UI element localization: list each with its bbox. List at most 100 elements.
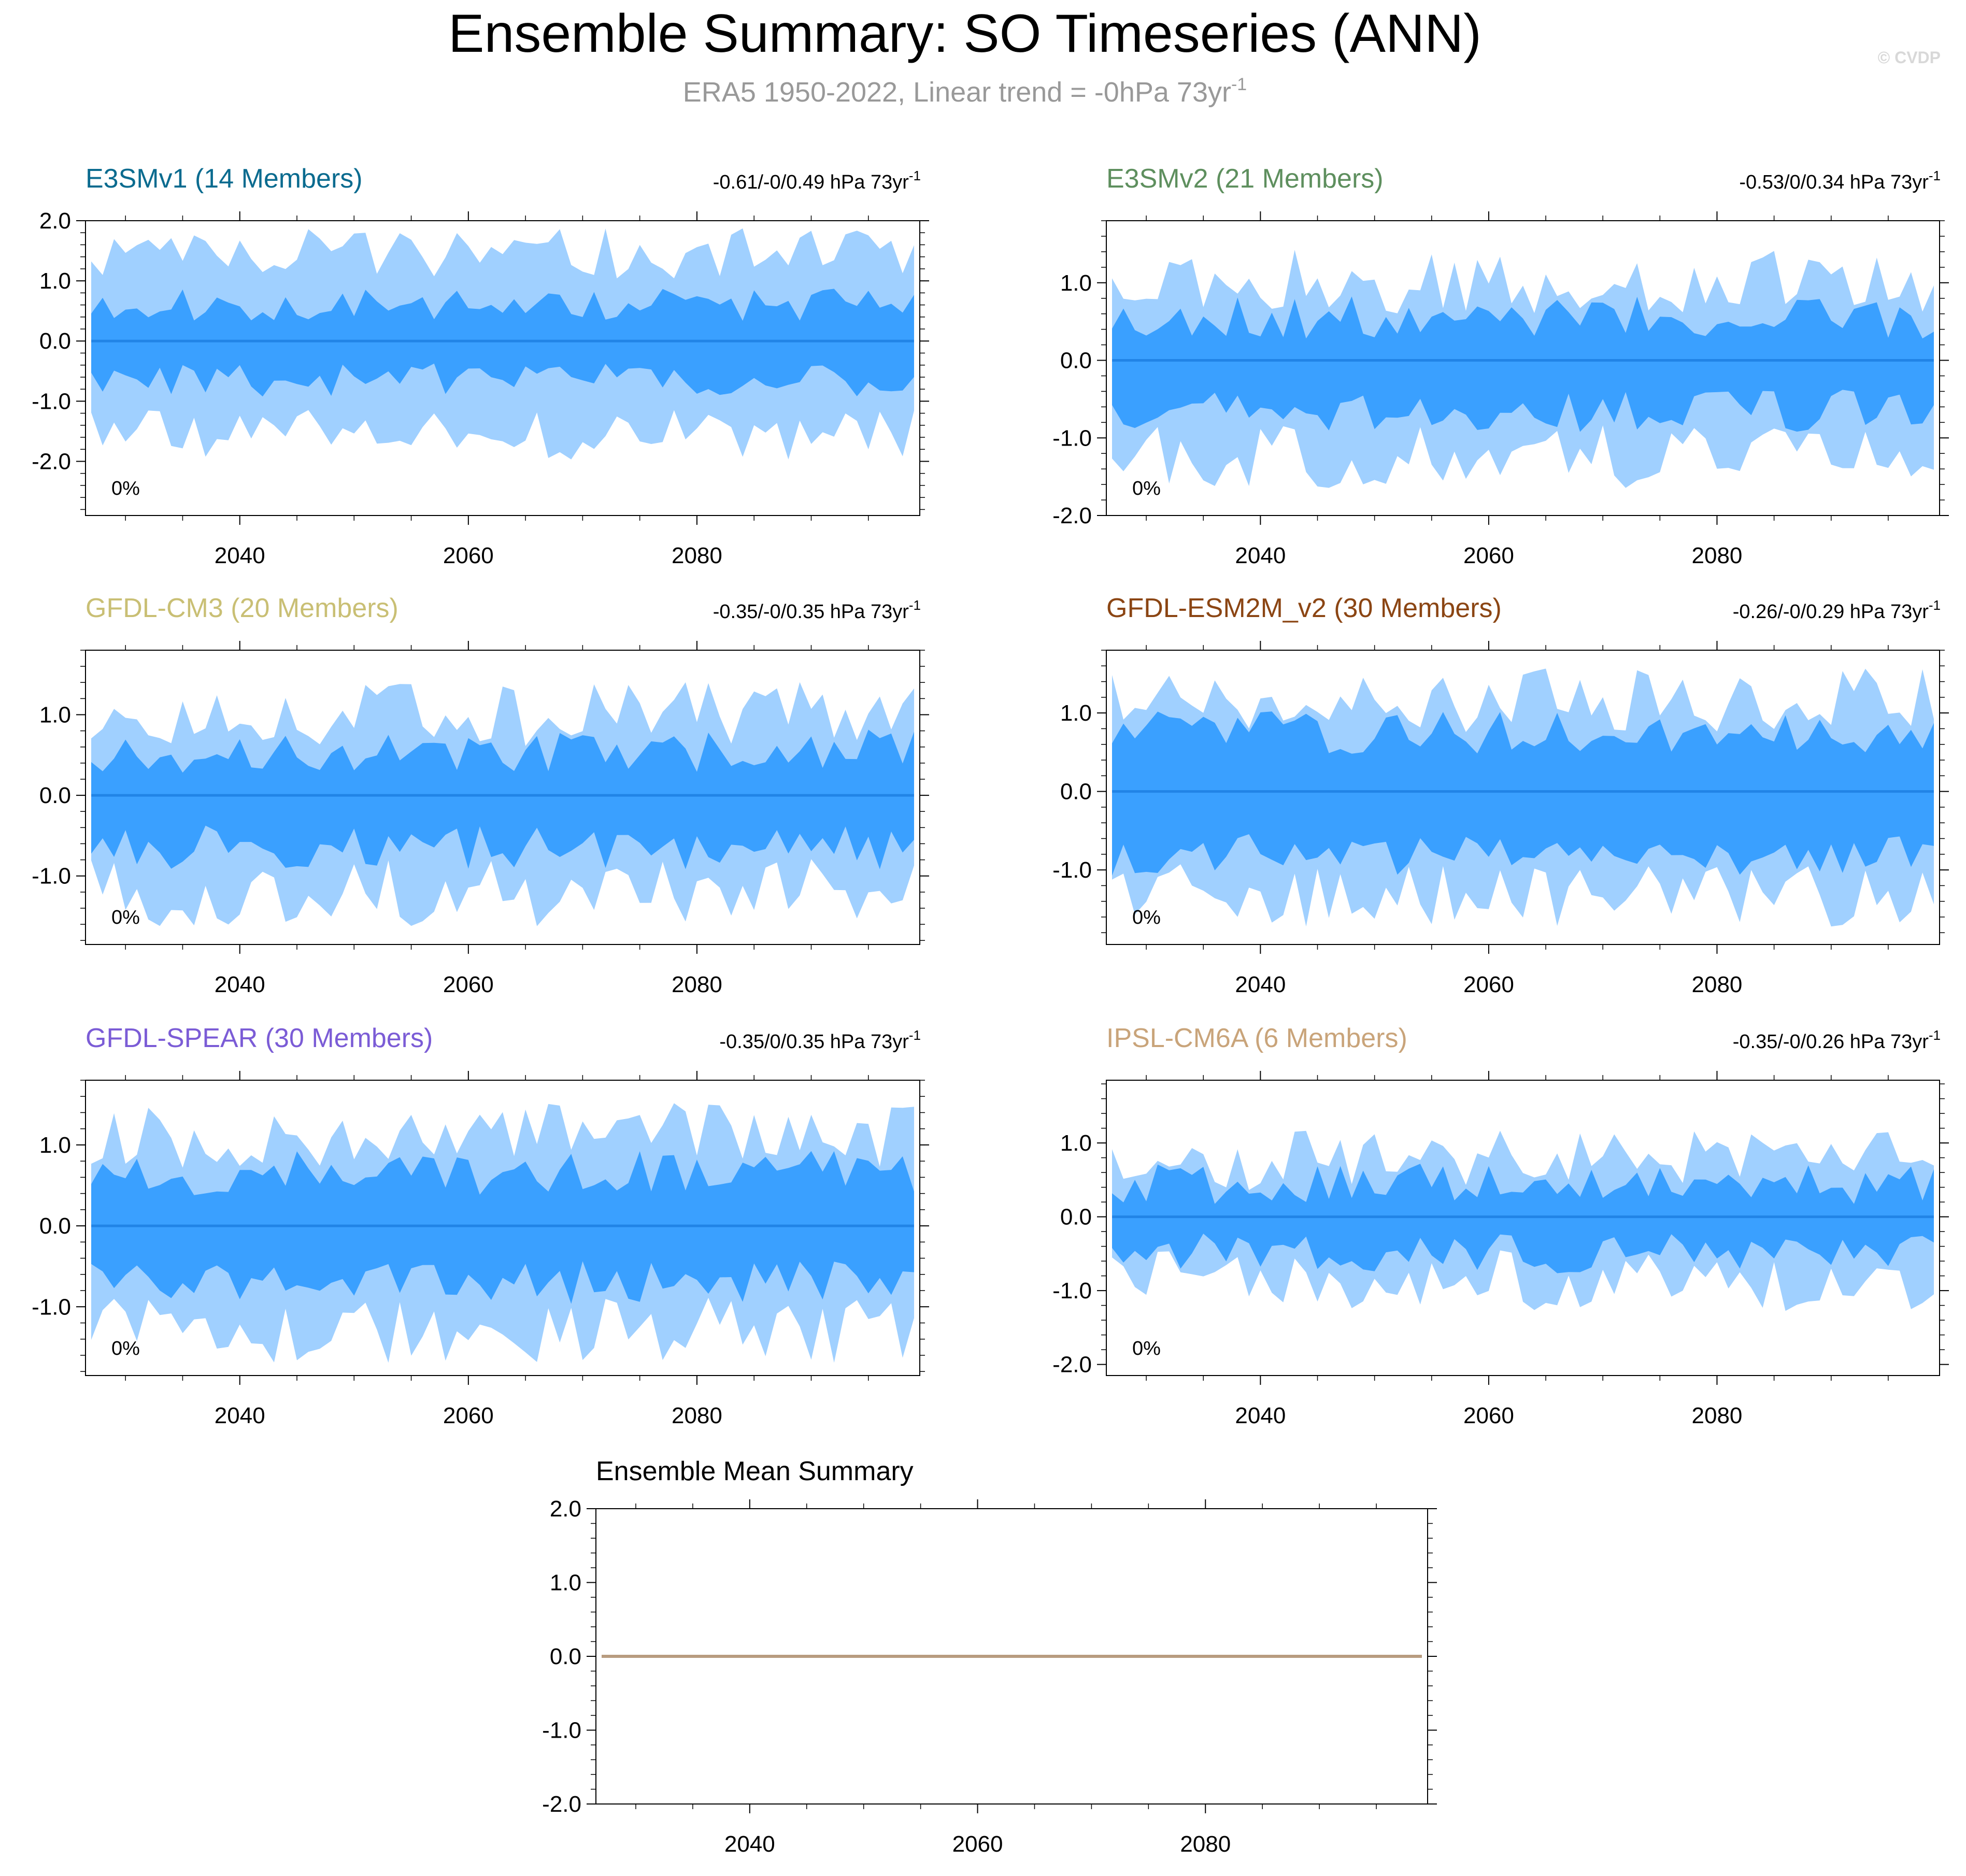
x-tick-label: 2040 xyxy=(215,972,265,997)
percent-label: 0% xyxy=(1132,1338,1161,1359)
panel-1: 2.0 1.0 0.0 -1.0 -2.0 2040 2060 2080 E3SMv1 (14 … xyxy=(32,164,929,568)
y-tick-label: 0.0 xyxy=(39,1213,71,1239)
x-tick-label: 2080 xyxy=(1180,1831,1231,1857)
trend-range-text: -0.53/0/0.34 hPa 73yr xyxy=(1739,171,1929,193)
inner-spread-band xyxy=(91,289,914,397)
trend-range-superscript: -1 xyxy=(909,168,921,183)
y-tick-label: 0.0 xyxy=(550,1644,581,1669)
trend-range-superscript: -1 xyxy=(1929,597,1941,613)
y-tick-label: 1.0 xyxy=(39,268,71,294)
trend-range-label: -0.35/0/0.35 hPa 73yr-1 xyxy=(719,1027,921,1053)
y-tick-label: 1.0 xyxy=(39,702,71,727)
percent-label: 0% xyxy=(1132,478,1161,499)
x-tick-label: 2060 xyxy=(1463,1403,1514,1428)
plot-frame xyxy=(85,220,920,516)
x-tick-label: 2040 xyxy=(1235,1403,1286,1428)
trend-range-superscript: -1 xyxy=(1929,168,1941,183)
x-tick-label: 2040 xyxy=(1235,543,1286,568)
x-tick-label: 2060 xyxy=(1463,972,1514,997)
y-tick-label: -1.0 xyxy=(1052,425,1092,451)
y-tick-label: 1.0 xyxy=(39,1133,71,1158)
trend-range-text: -0.35/-0/0.26 hPa 73yr xyxy=(1733,1031,1929,1053)
x-tick-label: 2060 xyxy=(952,1831,1003,1857)
x-tick-label: 2080 xyxy=(672,1403,722,1428)
panels: 2.0 1.0 0.0 -1.0 -2.0 2040 2060 2080 E3SMv1 (14 … xyxy=(32,164,1949,1857)
trend-range-text: -0.35/0/0.35 hPa 73yr xyxy=(719,1031,909,1053)
x-tick-label: 2040 xyxy=(215,1403,265,1428)
trend-range-superscript: -1 xyxy=(909,597,921,613)
trend-range-superscript: -1 xyxy=(909,1027,921,1043)
y-tick-label: 1.0 xyxy=(550,1570,581,1596)
y-tick-label: -1.0 xyxy=(32,389,71,414)
figure-title: Ensemble Summary: SO Timeseries (ANN) xyxy=(448,4,1481,64)
inner-spread-band xyxy=(91,729,914,869)
percent-label: 0% xyxy=(1132,907,1161,928)
subtitle-text: ERA5 1950-2022, Linear trend = -0hPa 73y… xyxy=(683,77,1231,108)
y-tick-label: 0.0 xyxy=(39,328,71,354)
subtitle-superscript: -1 xyxy=(1231,75,1247,94)
panel-title: E3SMv2 (21 Members) xyxy=(1106,164,1384,194)
trend-range-label: -0.35/-0/0.26 hPa 73yr-1 xyxy=(1733,1027,1941,1053)
panel-7: 2.0 1.0 0.0 -1.0 -2.0 2040 2060 2080 Ensemble Me… xyxy=(542,1456,1437,1857)
y-tick-label: -2.0 xyxy=(542,1792,581,1817)
plot-frame xyxy=(1106,220,1940,516)
y-tick-label: 0.0 xyxy=(1060,1205,1092,1230)
y-tick-label: -1.0 xyxy=(32,864,71,889)
y-tick-label: -1.0 xyxy=(542,1718,581,1743)
y-tick-label: 0.0 xyxy=(39,783,71,808)
trend-range-text: -0.26/-0/0.29 hPa 73yr xyxy=(1733,601,1929,623)
panel-title: GFDL-ESM2M_v2 (30 Members) xyxy=(1106,593,1502,623)
y-tick-label: -2.0 xyxy=(32,449,71,474)
percent-label: 0% xyxy=(111,1338,140,1359)
trend-range-label: -0.26/-0/0.29 hPa 73yr-1 xyxy=(1733,597,1941,623)
percent-label: 0% xyxy=(111,907,140,928)
x-tick-label: 2060 xyxy=(443,972,494,997)
y-tick-label: -2.0 xyxy=(1052,503,1092,528)
y-tick-label: -1.0 xyxy=(1052,857,1092,883)
y-tick-label: -1.0 xyxy=(32,1294,71,1320)
x-tick-label: 2080 xyxy=(672,543,722,568)
x-tick-label: 2040 xyxy=(1235,972,1286,997)
trend-range-label: -0.35/-0/0.35 hPa 73yr-1 xyxy=(713,597,921,623)
y-tick-label: 0.0 xyxy=(1060,779,1092,805)
panel-4: 1.0 0.0 -1.0 2040 2060 2080 GFDL-ESM2M_v2 (30 … xyxy=(1052,593,1949,997)
cvdp-credit: © CVDP xyxy=(1878,48,1941,67)
plot-frame xyxy=(1106,650,1940,945)
y-tick-label: 0.0 xyxy=(1060,348,1092,374)
panel-title: IPSL-CM6A (6 Members) xyxy=(1106,1023,1407,1053)
plot-frame xyxy=(85,1080,920,1376)
inner-spread-band xyxy=(1112,711,1934,876)
y-tick-label: 1.0 xyxy=(1060,700,1092,726)
trend-range-label: -0.53/0/0.34 hPa 73yr-1 xyxy=(1739,168,1941,193)
x-tick-label: 2040 xyxy=(724,1831,775,1857)
y-tick-label: 1.0 xyxy=(1060,270,1092,296)
panel-5: 1.0 0.0 -1.0 2040 2060 2080 GFDL-SPEAR (30 Mem… xyxy=(32,1023,929,1428)
plot-frame xyxy=(1106,1080,1940,1376)
x-tick-label: 2080 xyxy=(1692,543,1743,568)
x-tick-label: 2060 xyxy=(443,1403,494,1428)
trend-range-text: -0.35/-0/0.35 hPa 73yr xyxy=(713,601,909,623)
trend-range-label: -0.61/-0/0.49 hPa 73yr-1 xyxy=(713,168,921,193)
panel-3: 1.0 0.0 -1.0 2040 2060 2080 GFDL-CM3 (20 Membe… xyxy=(32,593,929,997)
inner-spread-band xyxy=(91,1151,914,1304)
y-tick-label: -1.0 xyxy=(1052,1278,1092,1304)
x-tick-label: 2060 xyxy=(443,543,494,568)
panel-title: E3SMv1 (14 Members) xyxy=(86,164,363,194)
trend-range-text: -0.61/-0/0.49 hPa 73yr xyxy=(713,171,909,193)
y-tick-label: -2.0 xyxy=(1052,1352,1092,1378)
ensemble-mean-title: Ensemble Mean Summary xyxy=(596,1456,914,1486)
x-tick-label: 2080 xyxy=(1692,972,1743,997)
x-tick-label: 2080 xyxy=(1692,1403,1743,1428)
panel-6: 1.0 0.0 -1.0 -2.0 2040 2060 2080 IPSL-CM6A (6 M… xyxy=(1052,1023,1949,1428)
y-tick-label: 2.0 xyxy=(39,208,71,234)
x-tick-label: 2040 xyxy=(215,543,265,568)
panel-2: 1.0 0.0 -1.0 -2.0 2040 2060 2080 E3SMv2 (21 Mem… xyxy=(1052,164,1949,568)
trend-range-superscript: -1 xyxy=(1929,1027,1941,1043)
y-tick-label: 2.0 xyxy=(550,1496,581,1522)
y-tick-label: 1.0 xyxy=(1060,1130,1092,1156)
inner-spread-band xyxy=(1112,296,1934,432)
panel-title: GFDL-CM3 (20 Members) xyxy=(86,593,398,623)
panel-title: GFDL-SPEAR (30 Members) xyxy=(86,1023,433,1053)
x-tick-label: 2080 xyxy=(672,972,722,997)
